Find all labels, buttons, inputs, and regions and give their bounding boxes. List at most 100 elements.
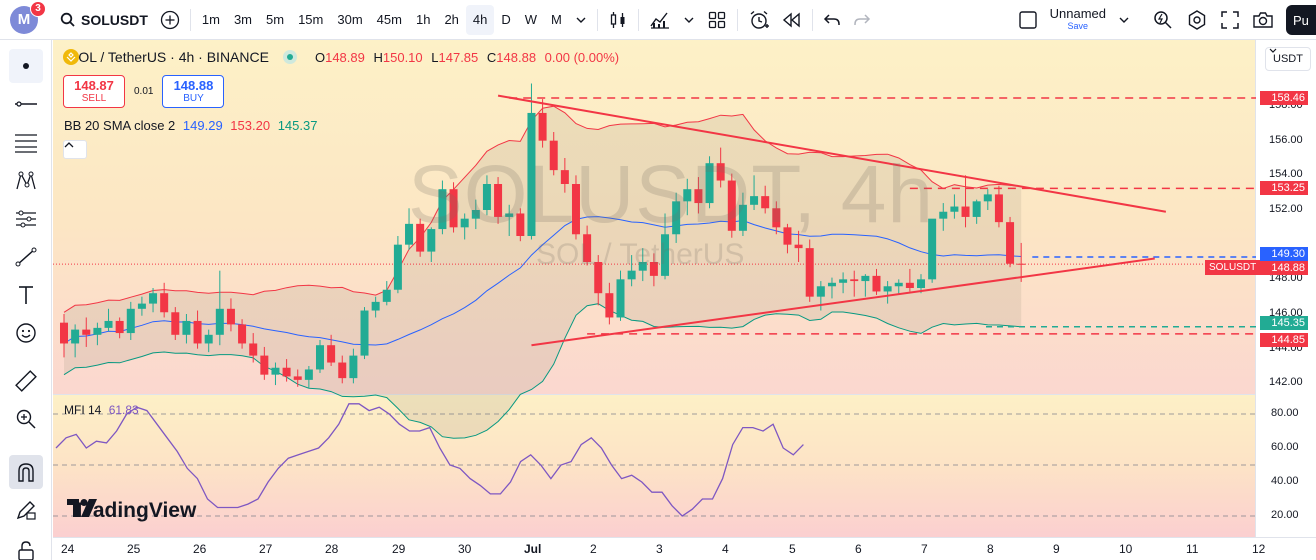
trendline-tool[interactable] [9,87,43,121]
interval-D[interactable]: D [501,12,511,27]
user-avatar[interactable]: M 3 [10,0,46,34]
candle-body [861,275,870,282]
collapse-legend-button[interactable] [63,140,87,159]
symbol-search-button[interactable]: SOLUSDT [54,5,154,35]
fullscreen-button[interactable] [1214,5,1246,35]
price-tag-resistance-upper: 158.46 [1260,91,1308,106]
candles-icon [610,11,625,28]
mfi-legend[interactable]: MFI 14 61.83 [64,403,139,417]
interval-30m[interactable]: 30m [337,12,363,27]
layout-toggle-button[interactable] [1012,5,1044,35]
pen-line-icon [15,247,37,267]
compare-symbol-button[interactable] [154,5,186,35]
candle-body [772,208,781,228]
brand-name: TradingView [73,499,197,522]
bollinger-legend[interactable]: BB 20 SMA close 2 149.29 153.20 145.37 [64,118,317,133]
candle-body [549,140,558,171]
chevron-up-icon [64,142,74,148]
candle-body [594,262,603,294]
candle-body [304,369,313,380]
undo-button[interactable] [817,5,847,35]
emoji-tool[interactable] [9,316,43,350]
currency-selector[interactable]: USDT [1265,47,1311,71]
sell-button[interactable]: 148.87 SELL [63,75,125,108]
stay-drawing-tool[interactable] [9,493,43,527]
grid-layout-icon [708,11,726,28]
magnet-tool[interactable] [9,455,43,489]
lock-drawings-tool[interactable] [9,534,43,560]
ruler-tool[interactable] [9,364,43,398]
pattern-tool[interactable] [9,164,43,198]
interval-1m[interactable]: 1m [201,12,220,27]
high-value: 150.10 [382,49,423,65]
brush-tool[interactable] [9,240,43,274]
candle-body [416,223,425,252]
interval-15m[interactable]: 15m [298,12,324,27]
forecast-tool[interactable] [9,202,43,236]
indicators-dropdown-button[interactable] [677,5,701,35]
snapshot-button[interactable] [1246,5,1280,35]
interval-45m[interactable]: 45m [376,12,402,27]
symbol-legend: SOL / TetherUS · 4h · BINANCE O148.89 H1… [63,49,619,65]
cursor-tool[interactable] [9,49,43,83]
candle-body [238,324,247,344]
candle-body [827,282,836,287]
chart-type-button[interactable] [602,5,634,35]
candle-body [349,355,358,379]
drawings[interactable] [497,94,1256,347]
interval-4h[interactable]: 4h [465,4,495,35]
time-tick-label: 2 [590,542,597,556]
fib-tool[interactable] [9,126,43,160]
indicators-button[interactable] [643,5,677,35]
currency-label: USDT [1273,53,1303,65]
settings-button[interactable] [1180,5,1214,35]
text-tool[interactable] [9,278,43,312]
symbol-name: SOLUSDT [81,11,148,28]
toolbar-divider [736,8,738,31]
alert-button[interactable] [742,5,776,35]
redo-button[interactable] [847,5,877,35]
replay-button[interactable] [776,5,808,35]
candle-body [193,320,202,344]
candle-body [1006,222,1015,264]
candle-body [994,194,1003,223]
price-tag-support: 144.85 [1260,332,1308,347]
candle-body [805,248,814,297]
sell-price: 148.87 [74,77,114,93]
symbol-title[interactable]: SOL / TetherUS · 4h · BINANCE [69,49,269,65]
line-tool-icon [15,101,37,107]
interval-3m[interactable]: 3m [233,12,253,27]
candle-body [694,189,703,204]
layout-name-button[interactable]: Unnamed Save [1044,5,1112,35]
candle-body [494,184,503,217]
avatar-letter: M [17,11,31,28]
tradingview-logo[interactable]: TradingView [67,499,196,523]
candle-body [794,244,803,249]
interval-5m[interactable]: 5m [266,12,285,27]
candle-body [115,320,124,334]
chart-canvas[interactable] [53,40,1316,560]
chevron-down-icon [684,17,694,23]
low-label: L [431,49,439,65]
candle-body [627,270,636,280]
candle-body [449,189,458,228]
interval-2h[interactable]: 2h [444,12,459,27]
buy-button[interactable]: 148.88 BUY [162,75,225,108]
time-tick-label: Jul [524,542,542,556]
publish-button[interactable]: Pu [1286,5,1316,35]
chart-area[interactable]: SOLUSDT, 4h SOL / TetherUS SOL / TetherU… [53,40,1316,560]
interval-1h[interactable]: 1h [415,12,431,27]
candle-body [839,279,848,283]
candle-body [616,279,625,318]
candle-body [93,327,102,335]
interval-dropdown-button[interactable] [569,5,593,35]
zoom-tool[interactable] [9,402,43,436]
drawing-toolbar [0,40,52,560]
interval-M[interactable]: M [551,12,562,27]
layout-menu-button[interactable] [1112,5,1136,35]
candle-body [293,376,302,380]
quick-search-button[interactable] [1146,5,1180,35]
mfi-pane-background [53,395,1316,537]
layouts-button[interactable] [701,5,733,35]
interval-W[interactable]: W [524,12,538,27]
